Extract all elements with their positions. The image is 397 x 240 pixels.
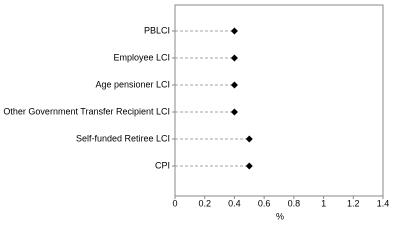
page: % 0 0.2 0.4 0.6 0.8 1 1.2 1.4 PBLCI Employee LCI A…	[3, 4, 390, 222]
dot-marker	[245, 162, 253, 170]
x-tick-label: 1.2	[347, 198, 360, 208]
dot-marker	[230, 108, 238, 116]
plot-frame	[174, 4, 384, 197]
dot-marker	[230, 81, 238, 89]
y-tick-label: Other Government Transfer Recipient LCI	[3, 106, 170, 116]
y-tick-label: PBLCI	[144, 25, 170, 35]
x-tick-label: 1	[321, 198, 326, 208]
x-tick-label: 0.8	[288, 198, 301, 208]
x-tick-label: 0.6	[258, 198, 271, 208]
x-tick-label: 0.2	[198, 198, 211, 208]
x-tick-label: 0.4	[228, 198, 241, 208]
x-tick-label: 0	[172, 198, 177, 208]
y-tick-label: Self-funded Retiree LCI	[76, 133, 170, 143]
y-tick-label: Age pensioner LCI	[95, 79, 170, 89]
y-tick-label: Employee LCI	[113, 52, 170, 62]
chart: % 0 0.2 0.4 0.6 0.8 1 1.2 1.4 PBLCI Employee LCI A…	[3, 4, 390, 221]
dot-marker	[245, 135, 253, 143]
dot-marker	[230, 27, 238, 35]
dot-marker	[230, 54, 238, 62]
y-tick-label: CPI	[155, 160, 170, 170]
x-axis-title: %	[276, 211, 284, 221]
x-tick-label: 1.4	[377, 198, 390, 208]
